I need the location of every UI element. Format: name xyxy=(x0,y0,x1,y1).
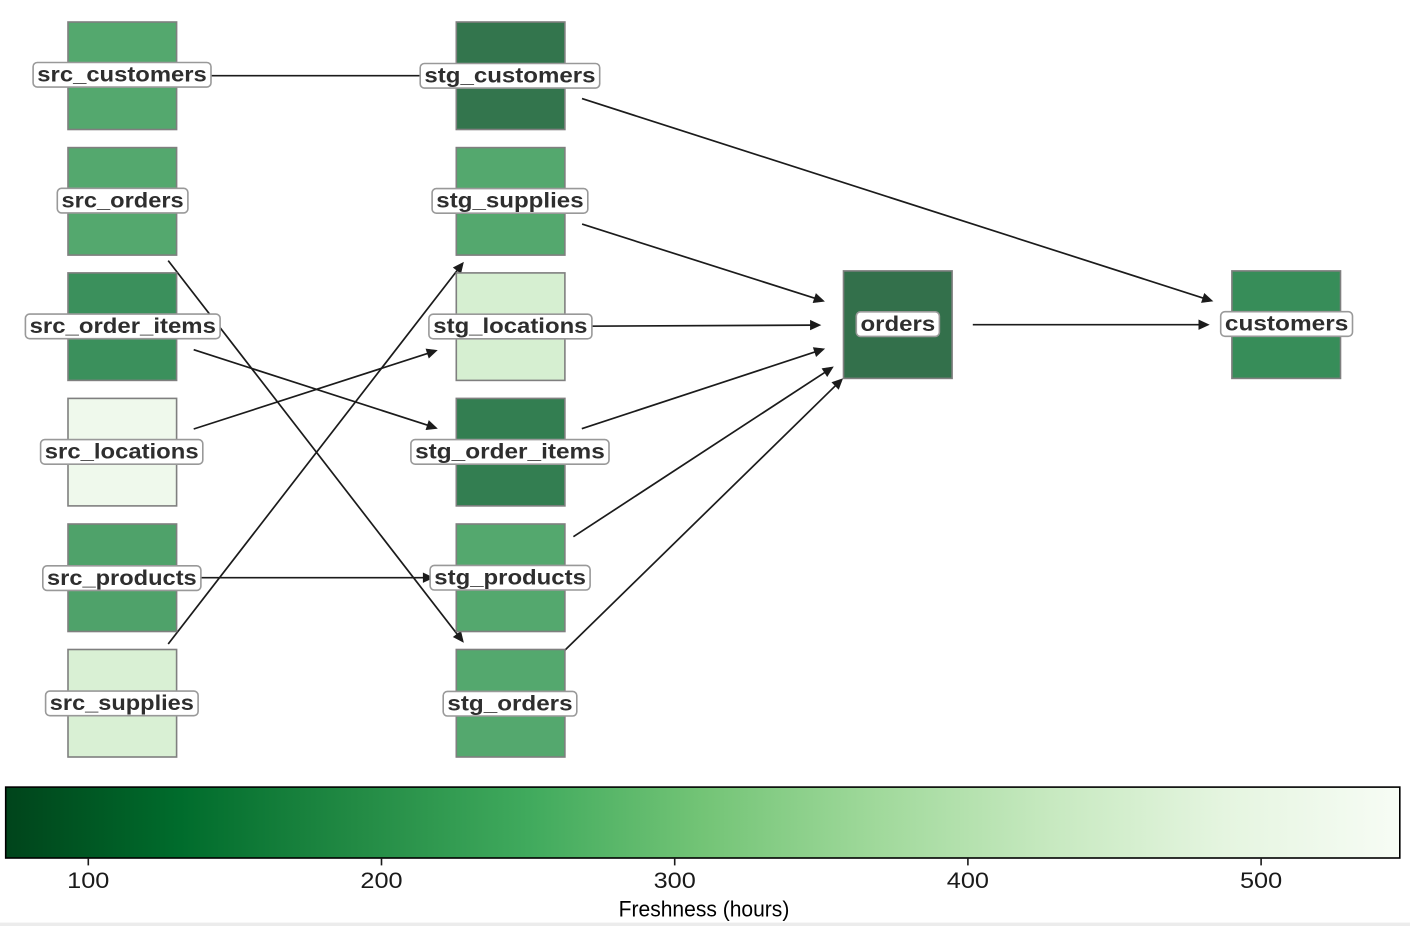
svg-text:orders: orders xyxy=(861,313,936,336)
svg-text:100: 100 xyxy=(67,868,109,893)
svg-text:stg_locations: stg_locations xyxy=(433,315,587,338)
svg-text:Freshness (hours): Freshness (hours) xyxy=(619,896,790,921)
svg-text:stg_products: stg_products xyxy=(434,566,586,589)
svg-text:stg_order_items: stg_order_items xyxy=(415,441,605,464)
svg-text:400: 400 xyxy=(947,868,989,893)
svg-text:300: 300 xyxy=(654,868,696,893)
svg-text:stg_orders: stg_orders xyxy=(447,692,572,715)
svg-text:src_customers: src_customers xyxy=(37,64,207,87)
svg-text:200: 200 xyxy=(360,868,402,893)
svg-text:customers: customers xyxy=(1225,313,1348,336)
svg-text:stg_customers: stg_customers xyxy=(424,65,595,88)
svg-text:src_locations: src_locations xyxy=(45,441,199,464)
svg-text:src_orders: src_orders xyxy=(62,189,184,212)
svg-text:src_supplies: src_supplies xyxy=(50,692,194,715)
svg-text:500: 500 xyxy=(1240,868,1282,893)
svg-text:stg_supplies: stg_supplies xyxy=(436,190,583,213)
svg-text:src_order_items: src_order_items xyxy=(30,315,216,338)
svg-text:src_products: src_products xyxy=(47,567,197,590)
